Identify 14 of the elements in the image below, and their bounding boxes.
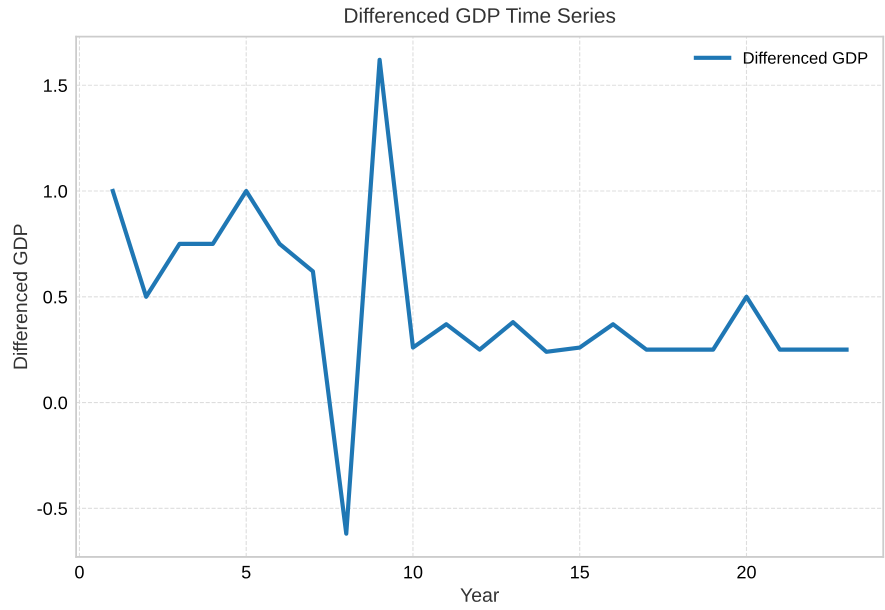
y-tick-label: 1.0 (44, 184, 68, 198)
x-tick-label: 20 (737, 566, 756, 579)
x-tick-label: 10 (404, 566, 422, 579)
legend-label: Differenced GDP (744, 52, 868, 64)
x-tick-label: 5 (242, 566, 250, 579)
x-tick-label: 0 (75, 566, 84, 579)
y-tick-label: 1.5 (44, 79, 68, 92)
x-tick-label: 15 (571, 566, 590, 579)
y-tick-label: 0.5 (43, 290, 68, 304)
chart-title: Differenced GDP Time Series (345, 8, 616, 23)
y-tick-label: 0.0 (43, 396, 68, 410)
y-tick-label: -0.5 (37, 502, 68, 515)
x-axis-title: Year (460, 588, 499, 602)
y-axis-title: Differenced GDP (12, 224, 28, 368)
